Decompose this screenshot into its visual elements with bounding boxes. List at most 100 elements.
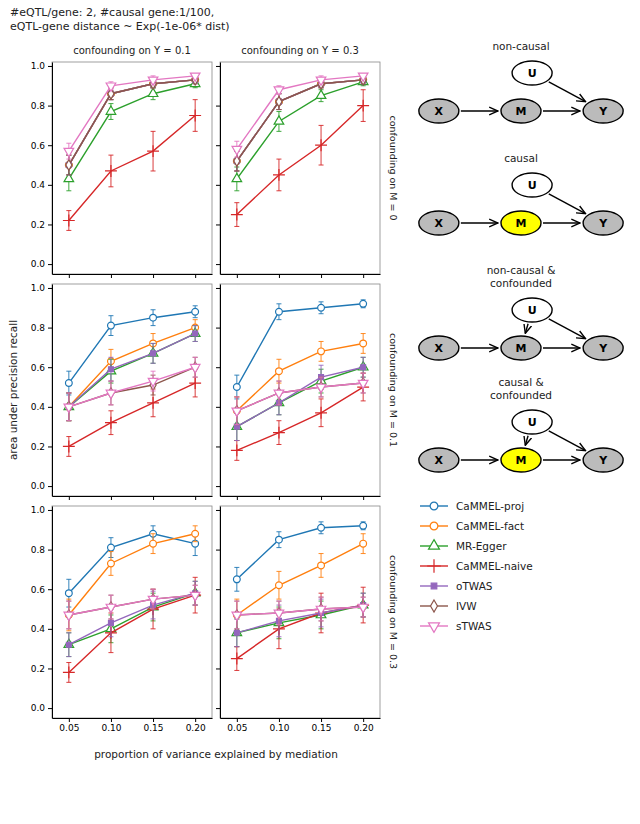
marker bbox=[189, 110, 201, 122]
x-tick-mark bbox=[195, 274, 196, 278]
diagram-edge bbox=[543, 110, 580, 111]
series-line bbox=[237, 367, 363, 426]
y-axis-title: area under precision recall bbox=[7, 320, 19, 460]
diagram-node-label: Y bbox=[598, 105, 608, 118]
diagram-node bbox=[512, 298, 552, 322]
series bbox=[234, 75, 366, 171]
diagram-node bbox=[583, 99, 623, 123]
y-tick-mark bbox=[216, 668, 220, 669]
series bbox=[232, 357, 368, 440]
error-bar bbox=[276, 532, 281, 548]
text-line: non-causal bbox=[492, 40, 549, 52]
series bbox=[234, 597, 366, 629]
diagram-node-label: M bbox=[516, 342, 527, 355]
series-line bbox=[237, 80, 363, 161]
y-tick-mark bbox=[48, 328, 52, 329]
series bbox=[66, 76, 197, 175]
diagram-node-label: M bbox=[516, 105, 527, 118]
x-tick-mark bbox=[279, 718, 280, 722]
error-bar bbox=[66, 633, 71, 657]
chart-svg: #eQTL/gene: 2, #causal gene:1/100,eQTL-g… bbox=[0, 0, 640, 824]
x-tick bbox=[237, 496, 238, 500]
error-bar bbox=[108, 357, 113, 381]
marker bbox=[232, 146, 242, 154]
y-tick-mark bbox=[216, 328, 220, 329]
marker bbox=[274, 390, 284, 398]
marker bbox=[318, 562, 325, 569]
diagram-edge bbox=[543, 347, 580, 348]
error-bar bbox=[276, 359, 281, 383]
y-tick bbox=[216, 66, 220, 67]
diagram-node-label: Y bbox=[598, 217, 608, 230]
x-axis-title: proportion of variance explained by medi… bbox=[94, 748, 338, 760]
x-tick-mark bbox=[153, 274, 154, 278]
marker bbox=[150, 314, 157, 321]
marker bbox=[189, 377, 201, 389]
y-axis-line bbox=[220, 63, 221, 275]
y-tick-mark bbox=[48, 708, 52, 709]
y-tick-mark bbox=[48, 185, 52, 186]
y-axis: 0.00.20.40.60.81.0 bbox=[31, 61, 53, 274]
x-tick-mark bbox=[321, 718, 322, 722]
y-axis-line bbox=[52, 507, 53, 719]
diagram-node bbox=[419, 336, 459, 360]
x-tick-mark bbox=[153, 718, 154, 722]
marker bbox=[357, 100, 369, 112]
diagram-node-label: U bbox=[528, 67, 537, 80]
series-line bbox=[237, 605, 363, 658]
x-axis: 0.050.100.150.20 bbox=[221, 718, 381, 733]
x-tick: 0.05 bbox=[227, 718, 247, 733]
x-axis-line bbox=[53, 496, 213, 497]
legend-entry: sTWAS bbox=[420, 620, 492, 632]
series bbox=[234, 76, 365, 171]
diagram-node bbox=[583, 336, 623, 360]
y-tick-mark bbox=[48, 367, 52, 368]
y-tick bbox=[216, 446, 220, 447]
series bbox=[64, 326, 200, 421]
y-tick-label: 1.0 bbox=[31, 505, 46, 515]
series-line bbox=[237, 367, 363, 426]
x-tick bbox=[237, 274, 238, 278]
legend-label: sTWAS bbox=[456, 620, 492, 632]
x-tick-mark bbox=[279, 496, 280, 500]
x-tick-label: 0.15 bbox=[312, 723, 332, 733]
y-tick bbox=[216, 708, 220, 709]
error-bar bbox=[319, 302, 324, 314]
panel: 0.00.20.40.60.81.0 bbox=[31, 61, 213, 278]
y-tick bbox=[216, 407, 220, 408]
y-tick-label: 0.2 bbox=[31, 220, 45, 230]
diagram-node bbox=[419, 99, 459, 123]
marker bbox=[190, 73, 200, 81]
x-tick bbox=[111, 274, 112, 278]
panel: 0.00.20.40.60.81.0 bbox=[31, 283, 213, 500]
diagram: causal &confoundedUXMY bbox=[419, 376, 623, 472]
legend-label: CaMMEL-proj bbox=[456, 500, 524, 512]
series-line bbox=[237, 76, 363, 149]
x-tick-mark bbox=[111, 718, 112, 722]
series-line bbox=[69, 334, 195, 407]
error-bar bbox=[319, 522, 324, 534]
y-tick-label: 0.0 bbox=[31, 481, 46, 491]
diagram-node-label: U bbox=[528, 416, 537, 429]
x-axis-line bbox=[221, 496, 381, 497]
error-bar bbox=[319, 554, 324, 578]
y-tick-mark bbox=[216, 550, 220, 551]
y-tick-label: 1.0 bbox=[31, 61, 46, 71]
marker bbox=[64, 612, 74, 620]
diagram-node bbox=[501, 99, 541, 123]
text-line: causal & bbox=[498, 376, 543, 388]
y-axis: 0.00.20.40.60.81.0 bbox=[31, 283, 53, 496]
y-tick: 0.6 bbox=[31, 141, 52, 151]
series bbox=[231, 90, 369, 227]
y-tick-mark bbox=[48, 550, 52, 551]
marker bbox=[361, 365, 366, 370]
marker bbox=[358, 73, 368, 81]
error-bar bbox=[361, 522, 366, 530]
series-line bbox=[237, 544, 363, 615]
marker bbox=[148, 77, 158, 85]
text-line: confounded bbox=[490, 277, 552, 289]
y-tick-mark bbox=[48, 446, 52, 447]
y-tick bbox=[216, 264, 220, 265]
y-tick bbox=[216, 629, 220, 630]
y-axis bbox=[216, 285, 221, 497]
